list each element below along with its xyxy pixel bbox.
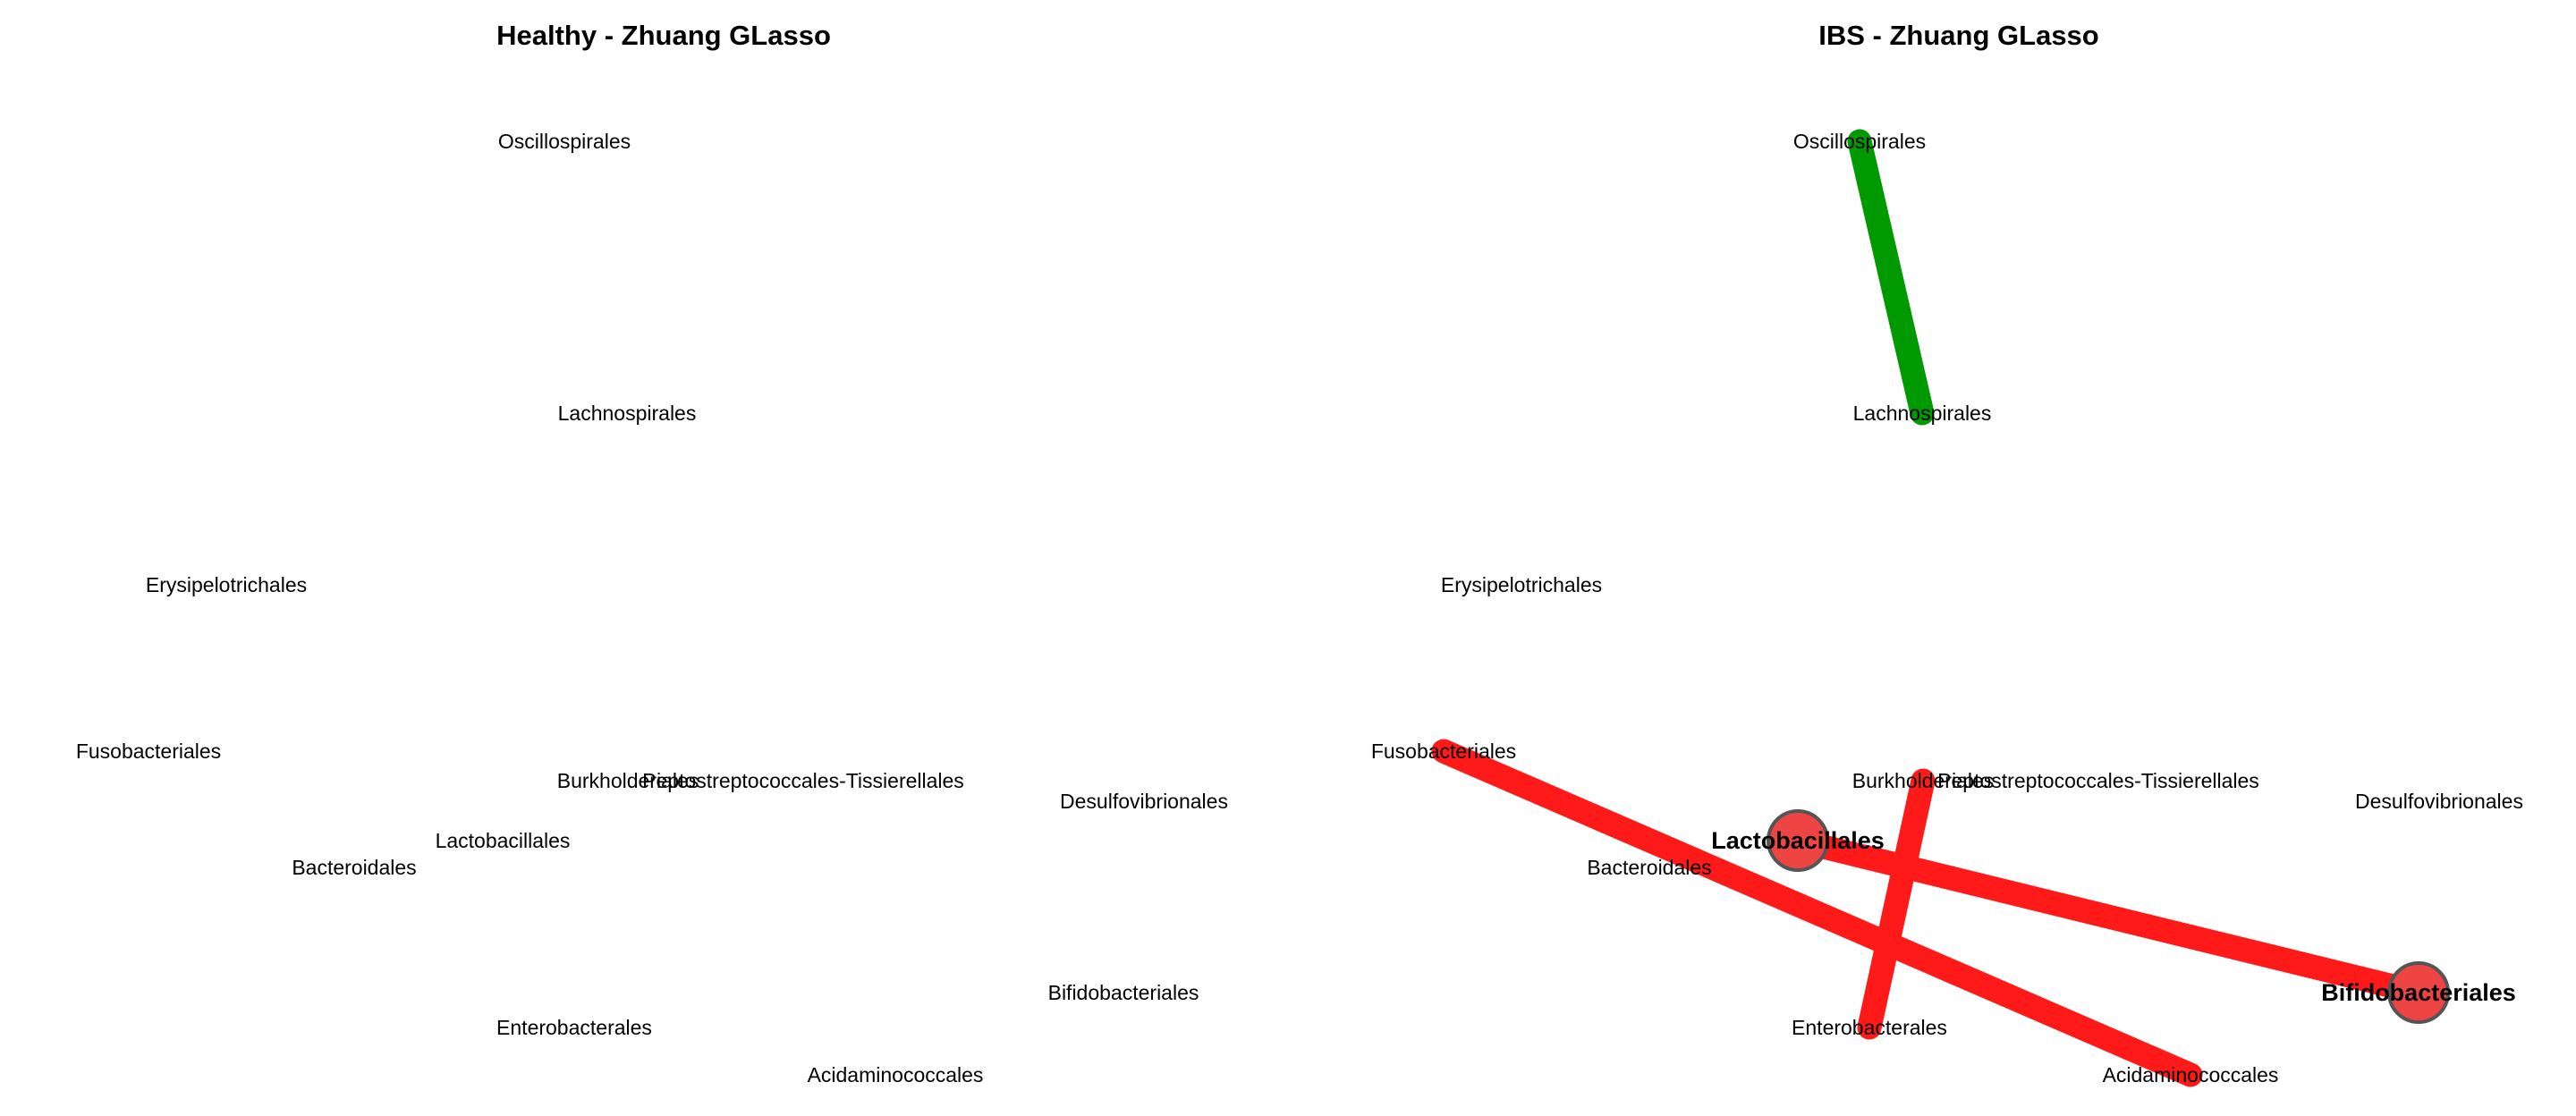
node-label-erysipelotrichales: Erysipelotrichales	[1441, 573, 1602, 596]
node-label-bacteroidales: Bacteroidales	[292, 856, 416, 879]
node-label-lactobacillales: Lactobacillales	[1711, 827, 1885, 854]
node-label-burkholderiales: Burkholderiales	[1852, 769, 1995, 792]
node-label-burkholderiales: Burkholderiales	[557, 769, 699, 792]
ibs-panel-title: IBS - Zhuang GLasso	[1818, 20, 2098, 51]
edge-burkholderiales-enterobacterales	[1857, 768, 1936, 1040]
node-label-enterobacterales: Enterobacterales	[1792, 1016, 1947, 1039]
node-label-desulfovibrionales: Desulfovibrionales	[2355, 790, 2523, 813]
node-label-acidaminococcales: Acidaminococcales	[2103, 1063, 2279, 1086]
node-label-desulfovibrionales: Desulfovibrionales	[1060, 790, 1228, 813]
node-label-enterobacterales: Enterobacterales	[496, 1016, 652, 1039]
node-bifidobacteriales	[2387, 961, 2450, 1024]
node-label-oscillospirales: Oscillospirales	[498, 130, 631, 153]
node-label-fusobacteriales: Fusobacteriales	[1371, 740, 1516, 763]
edge-oscillospirales-lachnospirales	[1847, 129, 1935, 426]
node-label-bifidobacteriales: Bifidobacteriales	[1048, 981, 1199, 1004]
node-lactobacillales	[1767, 809, 1829, 872]
node-label-erysipelotrichales: Erysipelotrichales	[146, 573, 307, 596]
node-label-lachnospirales: Lachnospirales	[558, 402, 697, 425]
node-label-lactobacillales: Lactobacillales	[436, 829, 571, 852]
node-label-peptostreptococcales-tissierellales: Peptostreptococcales-Tissierellales	[1937, 769, 2259, 792]
node-label-lachnospirales: Lachnospirales	[1853, 402, 1992, 425]
ibs-network-panel: IBS - Zhuang GLasso Oscillospirales Lachn…	[1371, 20, 2523, 1087]
node-label-fusobacteriales: Fusobacteriales	[76, 740, 221, 763]
healthy-panel-title: Healthy - Zhuang GLasso	[496, 20, 831, 51]
node-label-peptostreptococcales-tissierellales: Peptostreptococcales-Tissierellales	[642, 769, 964, 792]
node-label-oscillospirales: Oscillospirales	[1793, 130, 1926, 153]
node-label-bifidobacteriales: Bifidobacteriales	[2321, 979, 2516, 1006]
healthy-network-panel: Healthy - Zhuang GLasso Oscillospirales L…	[76, 20, 1228, 1086]
edge-fusobacteriales-acidaminococcales	[1431, 739, 2203, 1087]
node-label-bacteroidales: Bacteroidales	[1587, 856, 1711, 879]
node-label-acidaminococcales: Acidaminococcales	[808, 1063, 984, 1086]
